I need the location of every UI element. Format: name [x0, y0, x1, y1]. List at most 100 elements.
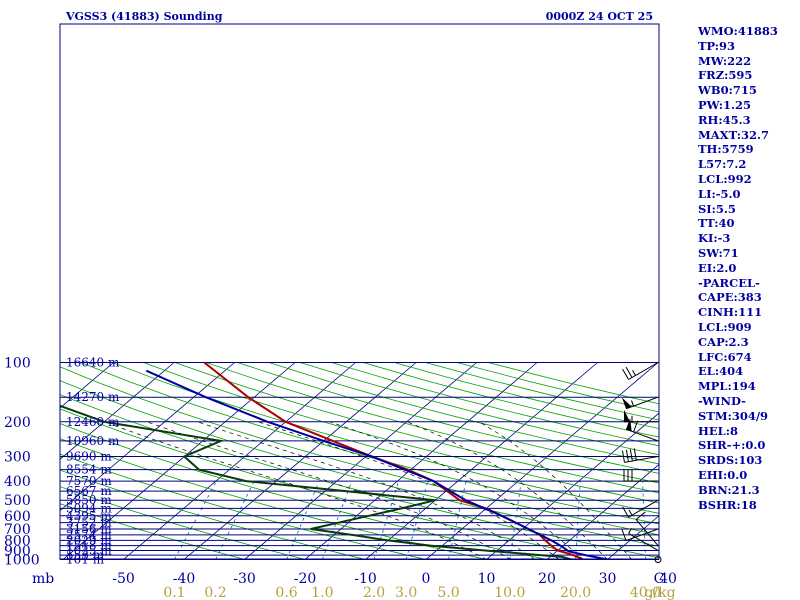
index-line: RH:45.3 [698, 112, 751, 127]
isotherm-line [60, 362, 175, 460]
index-line: STM:304/9 [698, 408, 769, 423]
mixing-ratio-line [286, 480, 320, 559]
background-grid [60, 362, 659, 559]
pressure-tick-label: 400 [4, 474, 31, 490]
pressure-tick-label: 100 [4, 356, 31, 372]
sounding-traces [60, 361, 608, 559]
dry-adiabat-line [60, 380, 659, 547]
index-line: MPL:194 [698, 379, 756, 394]
isotherm-line [304, 362, 538, 559]
index-line: SRDS:103 [698, 453, 763, 468]
plot-frame [59, 23, 660, 560]
height-label: 2029 m [66, 533, 112, 547]
wind-barbs [621, 362, 662, 563]
index-line: CAPE:383 [698, 290, 762, 305]
dry-adiabat-line [60, 394, 659, 559]
isotherm-line [546, 463, 659, 559]
height-label: 1025 m [66, 543, 112, 557]
index-line: BRN:21.3 [698, 482, 760, 497]
index-line: WMO:41883 [698, 24, 778, 38]
mixing-ratio-tick-label: 5.0 [437, 585, 459, 600]
height-label: 12460 m [66, 415, 120, 429]
height-label: 4395 m [66, 509, 112, 523]
moist-adiabat-line [478, 421, 632, 559]
height-label: 5094 m [66, 501, 112, 515]
isotherm-line [365, 362, 598, 559]
temperature-tick-label: -40 [173, 571, 196, 587]
wind-barb [623, 469, 658, 482]
index-line: LFC:674 [698, 349, 752, 364]
mixing-ratio-tick-label: 3.0 [395, 585, 417, 600]
dry-adiabat-line [112, 362, 659, 514]
index-line: LCL:909 [698, 319, 752, 334]
dry-adiabat-line [60, 408, 608, 559]
stability-indices-panel: WMO:41883 TP:93 MW:222 FRZ:595 WB0:715 PW:1.2… [698, 24, 798, 512]
mixing-ratio-tick-label: 20.0 [560, 585, 591, 600]
index-line: TT:40 [698, 216, 735, 231]
mixing-ratio-tick-label: 10.0 [494, 585, 525, 600]
chart-title: VGSS3 (41883) Sounding [65, 10, 223, 23]
index-line: HEL:8 [698, 423, 738, 438]
index-line: FRZ:595 [698, 68, 753, 83]
height-label: 7570 m [66, 474, 112, 488]
height-label: 16640 m [66, 356, 120, 370]
index-line: LCL:992 [698, 171, 752, 186]
height-label: 8554 m [66, 463, 112, 477]
mixing-ratio-tick-label: 1.0 [311, 585, 333, 600]
mixing-ratio-tick-label: 2.0 [363, 585, 385, 600]
index-line: L57:7.2 [698, 157, 747, 172]
dry-adiabat-line [60, 423, 547, 559]
wind-barb [624, 409, 658, 423]
index-line: MW:222 [698, 53, 752, 68]
height-label: 5850 m [66, 493, 112, 507]
dry-adiabat-line [60, 503, 245, 559]
height-label: 2574 m [66, 528, 112, 542]
moist-adiabat-line [197, 421, 535, 559]
isotherm-line [607, 515, 659, 559]
temperature-tick-label: -10 [354, 571, 377, 587]
index-line: EHI:0.0 [698, 467, 748, 482]
temperature-tick-label: -20 [294, 571, 317, 587]
y-axis-unit: mb [32, 571, 54, 587]
wind-barb [621, 528, 659, 542]
mixing-ratio-line [575, 481, 581, 559]
dry-adiabat-line [60, 366, 659, 536]
index-line: KI:-3 [698, 231, 731, 246]
moist-adiabat-line [329, 421, 584, 559]
height-label: 10960 m [66, 434, 120, 448]
mixing-ratio-tick-label: 0.6 [275, 585, 297, 600]
index-line: BSHR:18 [698, 497, 757, 512]
pressure-tick-label: 500 [4, 493, 31, 509]
pressure-tick-label: 900 [4, 543, 31, 559]
mixing-ratio-unit: g/kg [644, 585, 675, 600]
dry-adiabat-line [237, 362, 659, 474]
temperature-tick-label: 0 [422, 571, 431, 587]
temperature-tick-label: 10 [478, 571, 496, 587]
height-label: 101 m [66, 553, 105, 567]
index-line: -PARCEL- [698, 275, 760, 290]
temperature-tick-label: -30 [233, 571, 256, 587]
chart-time: 0000Z 24 OCT 25 [546, 10, 653, 23]
mixing-ratio-tick-label: 40.0 [630, 585, 661, 600]
parcel-trace [145, 369, 608, 559]
dry-adiabat-line [300, 362, 659, 456]
height-label: 3156 m [66, 522, 112, 536]
isotherm-line [123, 362, 356, 559]
index-line: CINH:111 [698, 305, 763, 320]
mixing-ratio-tick-label: 0.1 [163, 585, 185, 600]
index-line: WB0:715 [698, 83, 757, 98]
height-label: 14270 m [66, 390, 120, 404]
temperature-tick-label: -50 [112, 571, 135, 587]
isotherm-line [425, 362, 659, 559]
index-line: EI:2.0 [698, 260, 737, 275]
dry-adiabat-line [60, 453, 426, 559]
dewpoint-trace [60, 404, 572, 559]
index-line: CAP:2.3 [698, 334, 749, 349]
dry-adiabat-line [268, 362, 659, 465]
pressure-tick-label: 200 [4, 415, 31, 431]
index-line: MAXT:32.7 [698, 127, 769, 142]
index-line: PW:1.25 [698, 97, 752, 112]
dry-adiabat-line [60, 486, 305, 559]
